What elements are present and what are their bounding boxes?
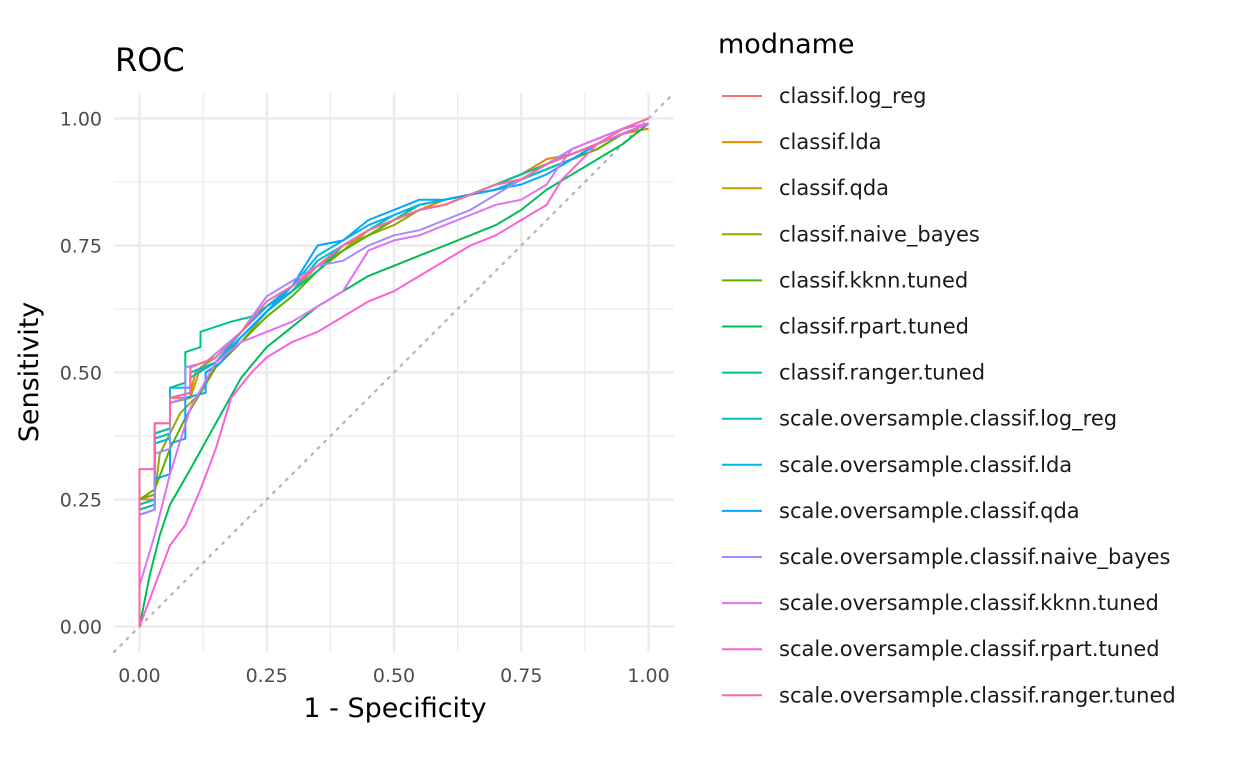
series-line-14 [138, 117, 649, 627]
legend-label-4: classif.naive_bayes [779, 222, 980, 247]
legend-label-5: classif.kknn.tuned [779, 268, 968, 292]
x-tick-label: 0.50 [373, 665, 415, 687]
legend-label-9: scale.oversample.classif.lda [779, 453, 1072, 477]
legend-label-2: classif.lda [779, 130, 882, 154]
y-tick-label: 0.50 [60, 363, 102, 385]
legend-label-8: scale.oversample.classif.log_reg [779, 407, 1117, 432]
series-line-10 [138, 122, 649, 627]
legend-label-7: classif.ranger.tuned [779, 361, 985, 385]
y-tick-label: 0.75 [60, 235, 102, 257]
series-lines [138, 117, 650, 627]
y-tick-label: 1.00 [60, 108, 102, 130]
series-line-12 [138, 122, 649, 627]
legend-label-10: scale.oversample.classif.qda [779, 499, 1080, 523]
series-line-6 [138, 122, 650, 627]
plot-title: ROC [115, 41, 185, 79]
legend-label-14: scale.oversample.classif.ranger.tuned [779, 683, 1176, 707]
x-tick-label: 0.25 [246, 665, 288, 687]
legend-label-11: scale.oversample.classif.naive_bayes [779, 545, 1171, 570]
x-tick-label: 1.00 [627, 665, 669, 687]
y-tick-label: 0.25 [60, 490, 102, 512]
x-axis-title: 1 - Specificity [303, 693, 486, 724]
axis-ticks: 0.00 0.25 0.50 0.75 1.00 0.00 0.25 0.50 0.75 1.00 [60, 108, 670, 687]
series-line-13 [138, 122, 649, 627]
legend-label-3: classif.qda [779, 176, 889, 200]
legend-label-13: scale.oversample.classif.rpart.tuned [779, 637, 1160, 661]
legend-label-6: classif.rpart.tuned [779, 315, 969, 339]
legend-label-12: scale.oversample.classif.kknn.tuned [779, 591, 1159, 615]
reference-diagonal-line [112, 91, 676, 654]
y-tick-label: 0.00 [60, 617, 102, 639]
legend: classif.log_reg classif.lda classif.qda cla… [722, 84, 1176, 707]
reference-diagonal [112, 91, 676, 654]
legend-title: modname [718, 29, 855, 60]
x-tick-label: 0.00 [118, 665, 160, 687]
legend-label-1: classif.log_reg [779, 84, 926, 109]
y-axis-title: Sensitivity [14, 302, 45, 443]
x-tick-label: 0.75 [500, 665, 542, 687]
